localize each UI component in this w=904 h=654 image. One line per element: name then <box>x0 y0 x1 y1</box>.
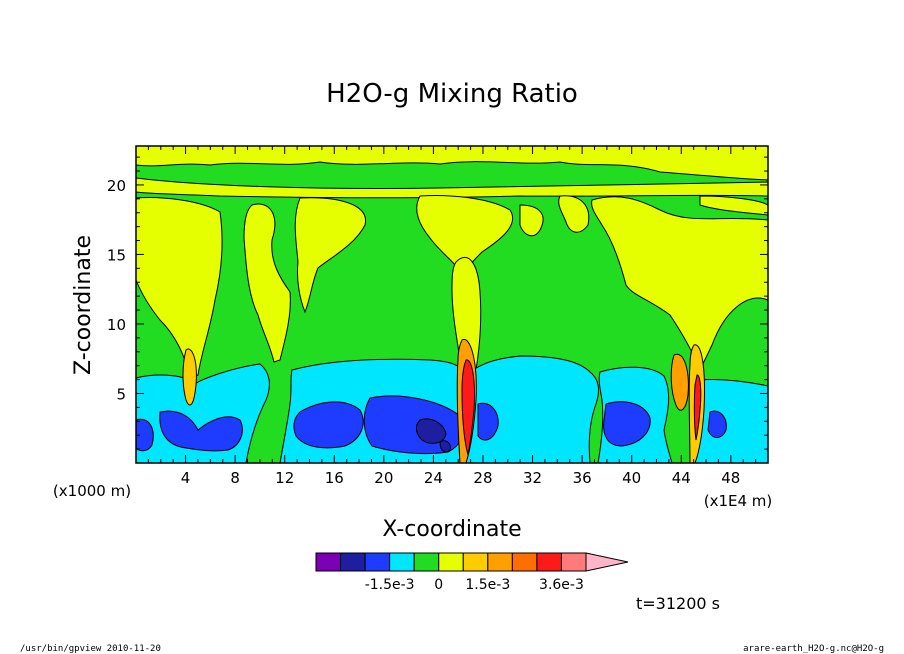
darkblue-regions <box>415 418 451 453</box>
y-tick-label: 15 <box>107 246 126 264</box>
colorbar-cell <box>364 552 391 572</box>
colorbar-cell <box>413 552 440 572</box>
contour-field <box>136 146 768 463</box>
footer-right: arare-earth_H2O-g.nc@H2O-g <box>743 644 884 654</box>
x-tick-label: 8 <box>230 469 240 487</box>
y-tick-label: 20 <box>107 177 126 195</box>
x-tick-label: 44 <box>672 469 691 487</box>
time-label: t=31200 s <box>636 594 720 613</box>
yellow-regions <box>136 146 768 379</box>
chart-title: H2O-g Mixing Ratio <box>326 79 578 109</box>
plot-frame <box>135 145 769 464</box>
x-tick-label: 32 <box>523 469 542 487</box>
x-tick-label: 16 <box>325 469 344 487</box>
colorbar-tick-label: -1.5e-3 <box>365 577 415 593</box>
colorbar-extend-arrow <box>585 552 629 572</box>
y-axis-label: Z-coordinate <box>71 235 96 375</box>
colorbar-cell <box>340 552 366 572</box>
colorbar <box>315 552 629 572</box>
colorbar-cell <box>511 552 538 572</box>
footer-left: /usr/bin/gpview 2010-11-20 <box>20 644 161 654</box>
colorbar-labels: -1.5e-3 0 1.5e-3 3.6e-3 <box>365 577 584 593</box>
x-axis-label: X-coordinate <box>382 517 521 542</box>
x-tick-label: 36 <box>573 469 592 487</box>
colorbar-cell <box>438 552 464 572</box>
x-axis: 4 8 12 16 20 24 28 32 36 40 44 48 <box>147 146 757 487</box>
x-scale-note: (x1E4 m) <box>704 492 773 510</box>
colorbar-cell <box>536 552 562 572</box>
x-tick-label: 20 <box>374 469 393 487</box>
colorbar-cell <box>389 552 415 572</box>
x-tick-label: 24 <box>424 469 443 487</box>
colorbar-cell <box>315 552 342 572</box>
colorbar-cell <box>462 552 489 572</box>
colorbar-cell <box>560 552 587 572</box>
x-tick-label: 4 <box>181 469 191 487</box>
convective-cores <box>182 338 705 463</box>
x-tick-label: 40 <box>622 469 641 487</box>
x-units-note: (x1000 m) <box>53 482 131 500</box>
y-axis: 5 10 15 20 <box>107 156 768 450</box>
x-tick-label: 28 <box>473 469 492 487</box>
y-tick-label: 5 <box>116 385 126 403</box>
colorbar-tick-label: 0 <box>434 577 443 593</box>
colorbar-tick-label: 1.5e-3 <box>465 577 510 593</box>
colorbar-cell <box>487 552 513 572</box>
colorbar-tick-label: 3.6e-3 <box>539 577 584 593</box>
y-tick-label: 10 <box>107 316 126 334</box>
x-tick-label: 12 <box>275 469 294 487</box>
x-tick-label: 48 <box>721 469 740 487</box>
